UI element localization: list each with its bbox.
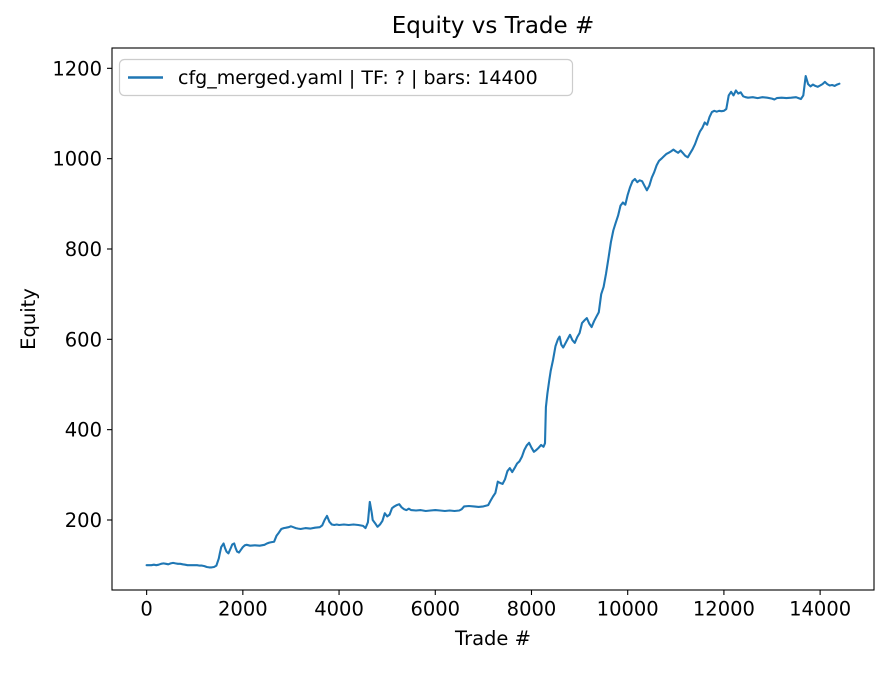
y-tick-label: 200 [65,509,102,532]
legend-box [118,58,574,97]
y-tick-label: 1200 [52,57,102,80]
x-tick-label: 6000 [410,598,460,621]
x-tick-label: 8000 [507,598,557,621]
x-axis-label: Trade # [454,627,531,650]
x-tick-label: 4000 [314,598,364,621]
x-tick-label: 14000 [789,598,851,621]
y-tick-label: 800 [65,238,102,261]
y-axis-ticks: 200 400 600 800 1000 1200 [52,57,112,532]
y-tick-label: 1000 [52,148,102,171]
chart-title: Equity vs Trade # [392,13,595,39]
plot-area [111,47,875,591]
legend-series-label: cfg_merged.yaml | TF: ? | bars: 14400 [178,67,538,89]
equity-line-series [145,74,841,569]
y-axis-label: Equity [17,288,40,350]
x-tick-label: 12000 [693,598,755,621]
x-tick-label: 0 [140,598,152,621]
x-tick-label: 2000 [218,598,268,621]
y-tick-label: 600 [65,328,102,351]
legend: cfg_merged.yaml | TF: ? | bars: 14400 [118,58,574,97]
x-axis-ticks: 0 2000 4000 6000 8000 10000 12000 14000 [140,590,851,621]
y-tick-label: 400 [65,419,102,442]
x-tick-label: 10000 [597,598,659,621]
